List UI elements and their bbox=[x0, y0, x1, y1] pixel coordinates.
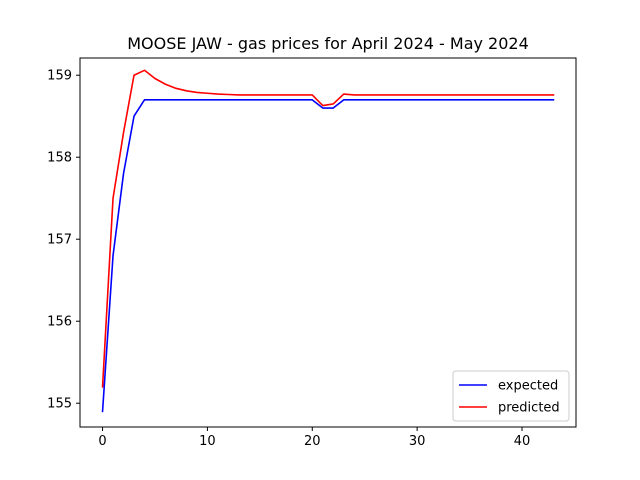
y-tick-label: 157 bbox=[47, 233, 72, 248]
x-tick-label: 20 bbox=[304, 434, 321, 449]
series-layer bbox=[101, 69, 555, 413]
x-tick-label: 30 bbox=[409, 434, 426, 449]
x-tick-label: 0 bbox=[98, 434, 106, 449]
y-tick-label: 159 bbox=[47, 69, 72, 84]
legend-label-expected: expected bbox=[498, 379, 558, 394]
y-tick-label: 158 bbox=[47, 151, 72, 166]
legend-box bbox=[452, 370, 570, 422]
x-tick-label: 40 bbox=[514, 434, 531, 449]
axes-frame bbox=[79, 57, 577, 428]
chart-title: MOOSE JAW - gas prices for April 2024 - … bbox=[127, 34, 529, 53]
x-tick-label: 10 bbox=[199, 434, 216, 449]
legend-label-predicted: predicted bbox=[498, 401, 560, 416]
series-line-predicted bbox=[101, 69, 555, 388]
axes-layer: 0 10 20 30 40 155 156 157 158 159 bbox=[47, 57, 577, 449]
series-line-expected bbox=[101, 99, 555, 413]
y-tick-label: 155 bbox=[47, 397, 72, 412]
y-tick-label: 156 bbox=[47, 315, 72, 330]
legend: expected predicted bbox=[452, 370, 570, 422]
